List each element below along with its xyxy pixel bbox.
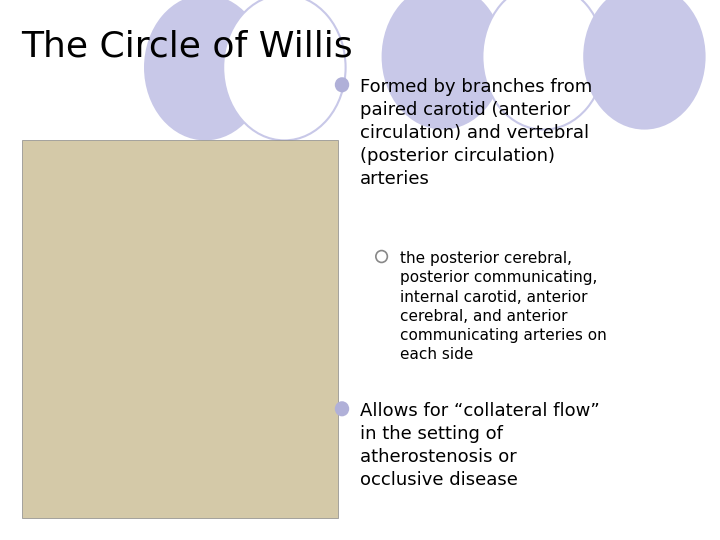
FancyBboxPatch shape <box>22 140 338 518</box>
Text: Formed by branches from
paired carotid (anterior
circulation) and vertebral
(pos: Formed by branches from paired carotid (… <box>360 78 593 188</box>
Ellipse shape <box>335 77 349 92</box>
Ellipse shape <box>376 251 387 262</box>
Ellipse shape <box>335 401 349 416</box>
Ellipse shape <box>382 0 504 130</box>
Ellipse shape <box>144 0 266 140</box>
Ellipse shape <box>482 0 605 130</box>
Text: Allows for “collateral flow”
in the setting of
atherostenosis or
occlusive disea: Allows for “collateral flow” in the sett… <box>360 402 600 489</box>
Ellipse shape <box>223 0 346 140</box>
Text: The Circle of Willis: The Circle of Willis <box>22 30 354 64</box>
Text: the posterior cerebral,
posterior communicating,
internal carotid, anterior
cere: the posterior cerebral, posterior commun… <box>400 251 606 362</box>
Ellipse shape <box>583 0 706 130</box>
